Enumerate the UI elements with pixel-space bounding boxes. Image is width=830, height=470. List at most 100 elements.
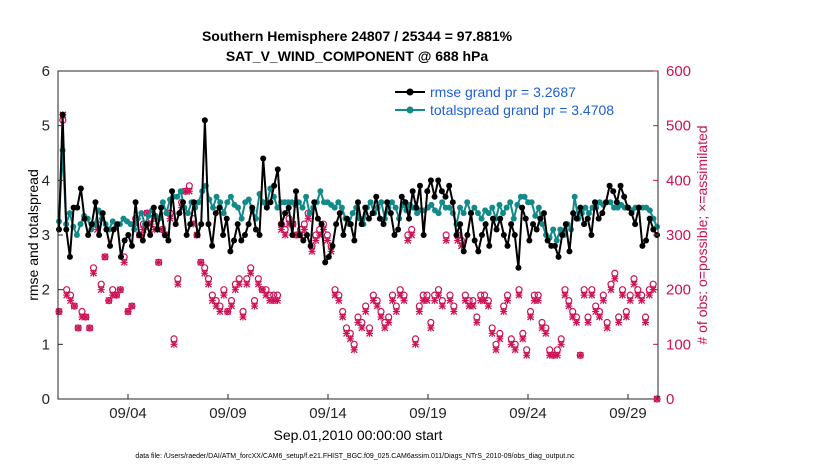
obs-assimilated-point <box>113 291 120 299</box>
rmse-point <box>435 177 442 184</box>
obs-assimilated-point <box>645 291 653 299</box>
totalspread-point <box>145 212 152 219</box>
obs-assimilated-point <box>569 313 577 321</box>
rmse-point <box>617 182 624 189</box>
rmse-point <box>183 232 190 238</box>
rmse-point <box>566 248 573 255</box>
obs-assimilated-point <box>86 324 94 332</box>
obs-assimilated-point <box>323 236 331 244</box>
obs-assimilated-point <box>573 318 580 326</box>
rmse-point <box>453 232 460 238</box>
obs-assimilated-point <box>638 297 646 305</box>
rmse-point <box>274 166 281 173</box>
obs-assimilated-point <box>442 236 450 244</box>
obs-assimilated-point <box>412 340 419 348</box>
obs-assimilated-point <box>120 258 128 266</box>
rmse-point <box>621 193 628 200</box>
obs-assimilated-point <box>642 318 649 326</box>
rmse-point <box>391 232 398 238</box>
rmse-point <box>369 210 376 217</box>
obs-assimilated-point <box>335 297 343 305</box>
totalspread-point <box>338 204 345 211</box>
obs-assimilated-point <box>446 297 454 305</box>
rmse-point <box>322 259 329 266</box>
obs-assimilated-point <box>243 280 251 288</box>
obs-assimilated-point <box>67 297 74 305</box>
totalspread-point <box>585 210 592 217</box>
y-left-tick-label: 5 <box>42 118 50 135</box>
rmse-point <box>387 210 394 217</box>
rmse-point <box>176 210 183 217</box>
obs-assimilated-point <box>389 297 396 305</box>
obs-assimilated-point <box>381 324 389 332</box>
rmse-point <box>66 253 73 260</box>
totalspread-point <box>209 204 216 211</box>
totalspread-point <box>457 204 464 211</box>
rmse-point <box>427 177 434 184</box>
rmse-point <box>588 232 595 238</box>
totalspread-point <box>367 199 374 206</box>
rmse-point <box>511 232 518 238</box>
rmse-point <box>267 199 274 206</box>
totalspread-point <box>535 204 542 211</box>
obs-assimilated-point <box>224 308 232 316</box>
obs-assimilated-point <box>396 291 404 299</box>
rmse-point <box>628 210 635 217</box>
rmse-point <box>325 253 332 260</box>
rmse-point <box>165 237 172 244</box>
y-left-tick-label: 6 <box>42 63 50 80</box>
obs-assimilated-point <box>362 308 370 316</box>
obs-assimilated-point <box>312 236 320 244</box>
obs-assimilated-point <box>423 297 431 305</box>
obs-assimilated-point <box>415 308 423 316</box>
totalspread-point <box>557 226 564 233</box>
x-tick-label: 09/24 <box>509 405 547 422</box>
obs-assimilated-point <box>354 318 362 326</box>
rmse-point <box>231 237 238 244</box>
obs-assimilated-point <box>254 280 262 288</box>
rmse-point <box>92 199 99 206</box>
totalspread-point <box>582 204 589 211</box>
obs-assimilated-point <box>308 247 316 255</box>
rmse-point <box>107 242 114 249</box>
totalspread-point <box>274 204 281 211</box>
totalspread-point <box>510 215 517 222</box>
rmse-point <box>278 221 285 228</box>
totalspread-point <box>235 204 242 211</box>
legend-rmse-label: rmse grand pr = 3.2687 <box>430 84 576 100</box>
obs-assimilated-point <box>105 297 113 305</box>
totalspread-point <box>646 207 653 214</box>
obs-assimilated-point <box>450 308 458 316</box>
rmse-point <box>570 210 577 217</box>
obs-assimilated-point <box>197 258 205 266</box>
rmse-point <box>311 199 318 206</box>
obs-assimilated-point <box>174 280 182 288</box>
obs-assimilated-point <box>484 302 492 310</box>
rmse-point <box>300 237 307 244</box>
rmse-point <box>384 199 391 206</box>
rmse-point <box>212 210 219 217</box>
rmse-point <box>606 182 613 189</box>
rmse-point <box>59 111 66 118</box>
totalspread-point <box>553 237 560 244</box>
totalspread-point <box>428 201 435 208</box>
rmse-point <box>121 237 128 244</box>
x-tick-label: 09/19 <box>409 405 447 422</box>
rmse-point <box>234 221 241 228</box>
y-right-tick-label: 100 <box>666 336 691 353</box>
rmse-point <box>220 232 227 238</box>
obs-assimilated-point <box>97 286 105 294</box>
totalspread-point <box>73 232 80 238</box>
totalspread-point <box>389 199 396 206</box>
totalspread-point <box>392 204 399 211</box>
footnote: data file: /Users/raeder/DAI/ATM_forcXX/… <box>135 453 575 460</box>
totalspread-point <box>245 196 252 203</box>
totalspread-point <box>163 210 170 217</box>
obs-assimilated-point <box>90 269 97 277</box>
rmse-point <box>431 193 438 200</box>
obs-assimilated-point <box>377 313 385 321</box>
obs-assimilated-point <box>515 291 523 299</box>
totalspread-point <box>217 199 224 206</box>
rmse-point <box>56 226 62 233</box>
